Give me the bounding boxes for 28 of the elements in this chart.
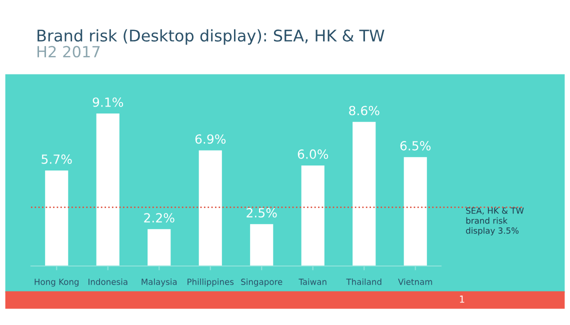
x-tick-label: Malaysia: [142, 278, 177, 287]
x-tick-label: Singapore: [241, 278, 282, 287]
data-label: 9.1%: [92, 97, 124, 107]
bar: [198, 150, 222, 266]
data-label: 6.0%: [298, 149, 328, 159]
data-label: 8.6%: [349, 106, 380, 116]
x-tick-label: Thailand: [346, 278, 382, 285]
bar: [45, 170, 68, 266]
x-tick-label: Vietnam: [398, 278, 432, 285]
bar: [96, 114, 120, 266]
x-tick-label: Hong Kong: [34, 278, 79, 287]
bar: [250, 224, 274, 266]
bar: [148, 229, 171, 266]
x-tick-label: Phillippines: [188, 278, 234, 287]
x-tick-label: Indonesia: [88, 278, 128, 285]
chart-title: Brand risk (Desktop display): SEA, HK & TW: [38, 29, 384, 45]
text: 1: [460, 296, 464, 303]
data-label: 6.5%: [400, 141, 431, 150]
bar: [352, 122, 376, 266]
data-label: 6.9%: [195, 134, 226, 144]
data-label: 2.2%: [144, 213, 174, 223]
chart-subtitle: H2 2017: [38, 46, 100, 58]
data-label: 5.7%: [42, 154, 72, 164]
ref-line-label: SEA, HK & TW brand risk display 3.5%: [466, 207, 524, 236]
bar: [404, 157, 427, 266]
data-label: 2.5%: [246, 208, 277, 218]
bar: [301, 165, 324, 266]
x-tick-label: Taiwan: [298, 278, 326, 285]
